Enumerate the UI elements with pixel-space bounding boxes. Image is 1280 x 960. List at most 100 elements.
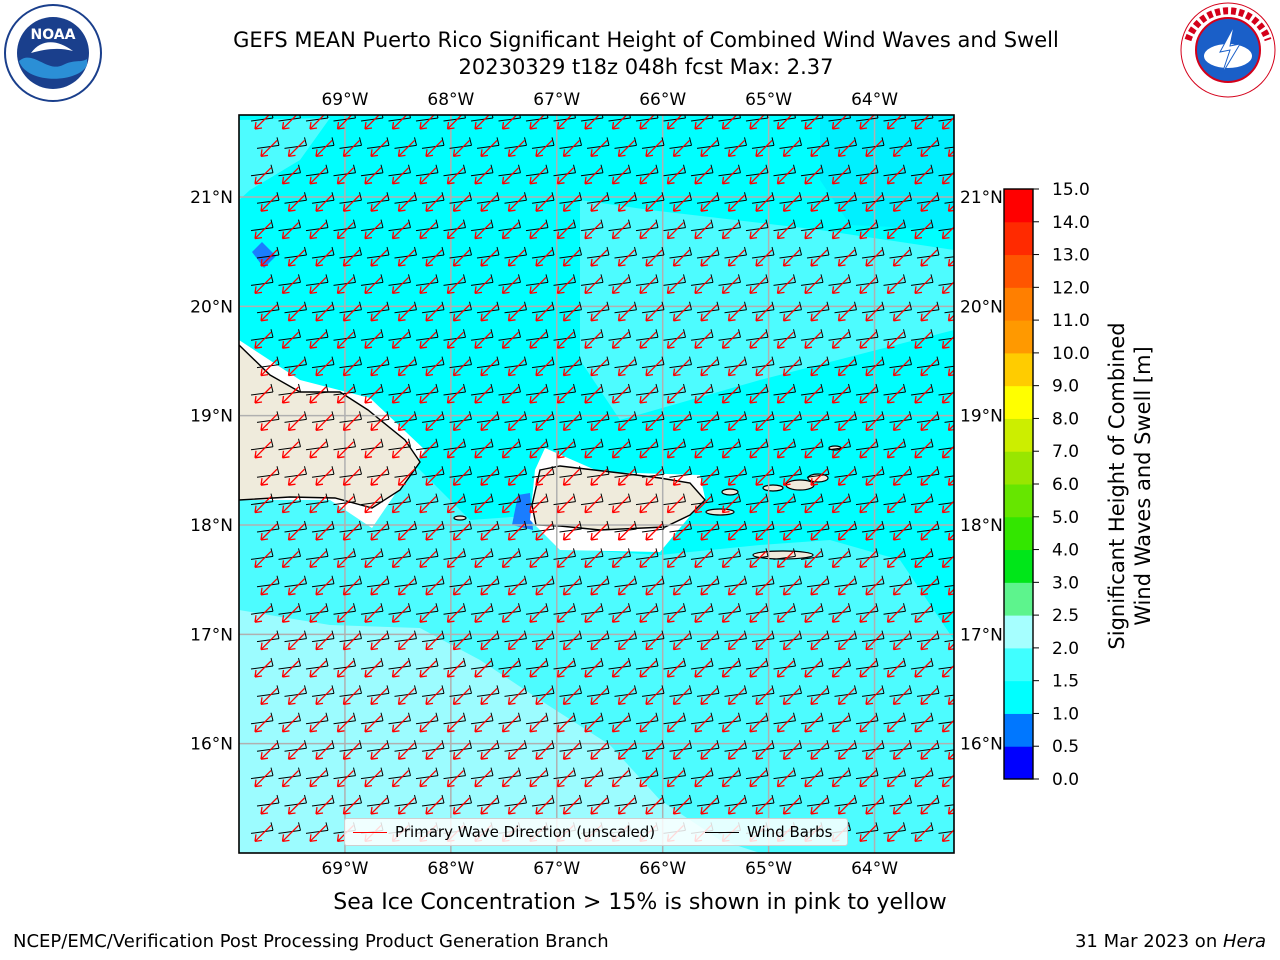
wave-direction-arrow <box>309 605 327 623</box>
colorbar-label-line1: Significant Height of Combined <box>1105 322 1129 649</box>
wave-direction-arrow <box>529 715 547 733</box>
wind-barb <box>724 630 747 643</box>
wave-direction-arrow <box>315 687 333 706</box>
colorbar-label-line2: Wind Waves and Swell [m] <box>1131 346 1155 626</box>
wave-direction-arrow <box>370 139 388 158</box>
wave-direction-arrow <box>419 715 437 733</box>
wind-barb <box>498 219 521 232</box>
wave-direction-arrow <box>535 194 553 212</box>
wind-barb <box>718 438 741 451</box>
wave-direction-arrow <box>507 633 525 651</box>
wind-barb <box>910 274 934 286</box>
wave-direction-arrow <box>391 441 409 459</box>
wave-direction-arrow <box>694 770 712 788</box>
wind-barb <box>586 192 610 204</box>
wind-barb <box>608 767 631 780</box>
wind-barb <box>366 466 390 478</box>
wave-direction-arrow <box>727 687 745 706</box>
lat-tick-label-left: 20°N <box>190 297 233 317</box>
wind-barb <box>916 520 940 533</box>
wave-direction-arrow <box>425 742 443 760</box>
wind-barb <box>360 219 384 232</box>
wave-direction-arrow <box>584 441 602 459</box>
colorbar-tick-label: 3.0 <box>1052 573 1079 593</box>
wave-direction-arrow <box>309 715 327 733</box>
wind-barb <box>311 301 335 314</box>
wave-direction-arrow <box>507 578 525 596</box>
wind-barb <box>608 548 631 560</box>
wind-barb <box>614 356 637 369</box>
wind-barb <box>663 164 686 177</box>
wave-direction-arrow <box>727 413 745 432</box>
wave-direction-arrow <box>672 304 690 322</box>
wind-barb <box>889 630 912 643</box>
wave-direction-arrow <box>391 167 409 185</box>
wind-barb <box>861 794 885 807</box>
wave-direction-arrow <box>776 331 794 349</box>
wave-direction-arrow <box>755 413 773 432</box>
wave-direction-arrow <box>611 770 629 788</box>
wind-barb <box>641 575 665 588</box>
wind-barb <box>669 520 692 533</box>
wave-direction-arrow <box>254 222 272 240</box>
wind-barb <box>250 438 274 451</box>
wind-barb <box>504 794 527 807</box>
wave-direction-arrow <box>446 276 464 295</box>
wave-direction-arrow <box>336 550 354 569</box>
wind-barb <box>256 685 280 697</box>
wave-direction-arrow <box>837 468 855 486</box>
wave-direction-arrow <box>501 496 519 514</box>
wave-direction-arrow <box>865 797 883 815</box>
wave-direction-arrow <box>617 797 635 815</box>
wind-barb <box>305 219 329 232</box>
wind-barb <box>394 520 417 533</box>
wind-barb <box>889 192 912 204</box>
wind-barb <box>449 794 472 807</box>
wind-barb <box>333 383 356 396</box>
wind-barb <box>718 115 741 122</box>
wind-barb <box>443 274 466 286</box>
wave-direction-arrow <box>446 550 464 569</box>
wind-barb <box>498 603 521 615</box>
wind-barb <box>394 411 417 423</box>
wind-barb <box>504 356 527 369</box>
wind-barb <box>641 356 665 369</box>
sea-ice-note: Sea Ice Concentration > 15% is shown in … <box>333 890 947 915</box>
wave-direction-arrow <box>920 249 938 267</box>
colorbar-tick-label: 10.0 <box>1052 344 1090 364</box>
wind-barb <box>889 137 912 149</box>
wind-barb <box>443 219 466 232</box>
wave-direction-arrow <box>672 523 690 541</box>
wave-direction-arrow <box>309 824 327 843</box>
wind-barb <box>504 520 527 533</box>
wind-barb <box>525 115 549 122</box>
wind-barb <box>669 794 692 807</box>
wave-direction-arrow <box>425 194 443 212</box>
wind-barb <box>641 466 665 478</box>
svg-text:NOAA: NOAA <box>31 27 76 43</box>
wind-barb <box>311 192 335 204</box>
wind-barb <box>553 767 576 780</box>
wind-barb <box>476 466 500 478</box>
wave-direction-arrow <box>700 797 718 815</box>
wave-direction-arrow <box>584 605 602 623</box>
wind-barb <box>889 246 912 259</box>
wave-direction-arrow <box>562 249 580 267</box>
wind-barb <box>366 575 390 588</box>
wind-barb <box>284 575 307 588</box>
wave-direction-arrow <box>452 304 470 322</box>
wind-barb <box>305 164 329 177</box>
wave-direction-arrow <box>611 441 629 459</box>
wave-direction-arrow <box>859 276 877 295</box>
wave-direction-arrow <box>666 496 684 514</box>
wave-direction-arrow <box>810 797 828 815</box>
colorbar-tick-label: 1.0 <box>1052 704 1079 724</box>
wind-barb <box>635 712 659 725</box>
wind-barb <box>806 575 830 588</box>
wave-direction-arrow <box>859 824 877 843</box>
wind-barb <box>910 329 934 341</box>
wind-barb <box>449 466 472 478</box>
wind-barb <box>284 740 307 752</box>
wave-direction-arrow <box>556 386 574 404</box>
wind-barb <box>394 192 417 204</box>
